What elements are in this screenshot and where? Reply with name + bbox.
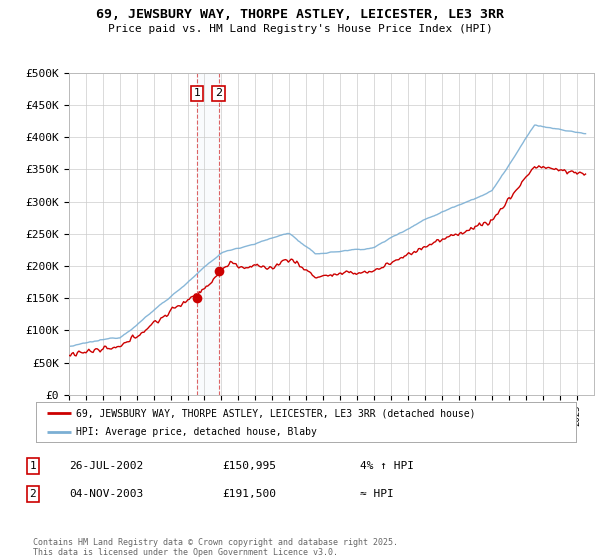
Text: 4% ↑ HPI: 4% ↑ HPI <box>360 461 414 471</box>
Text: Price paid vs. HM Land Registry's House Price Index (HPI): Price paid vs. HM Land Registry's House … <box>107 24 493 34</box>
Text: 1: 1 <box>194 88 201 99</box>
Text: £150,995: £150,995 <box>222 461 276 471</box>
Text: £191,500: £191,500 <box>222 489 276 499</box>
Text: 1: 1 <box>29 461 37 471</box>
Text: 69, JEWSBURY WAY, THORPE ASTLEY, LEICESTER, LE3 3RR (detached house): 69, JEWSBURY WAY, THORPE ASTLEY, LEICEST… <box>77 408 476 418</box>
Text: 26-JUL-2002: 26-JUL-2002 <box>69 461 143 471</box>
Text: ≈ HPI: ≈ HPI <box>360 489 394 499</box>
Text: Contains HM Land Registry data © Crown copyright and database right 2025.
This d: Contains HM Land Registry data © Crown c… <box>33 538 398 557</box>
Text: 2: 2 <box>215 88 222 99</box>
Text: 69, JEWSBURY WAY, THORPE ASTLEY, LEICESTER, LE3 3RR: 69, JEWSBURY WAY, THORPE ASTLEY, LEICEST… <box>96 8 504 21</box>
Text: 04-NOV-2003: 04-NOV-2003 <box>69 489 143 499</box>
Text: 2: 2 <box>29 489 37 499</box>
Bar <box>197 73 219 395</box>
Text: HPI: Average price, detached house, Blaby: HPI: Average price, detached house, Blab… <box>77 427 317 437</box>
